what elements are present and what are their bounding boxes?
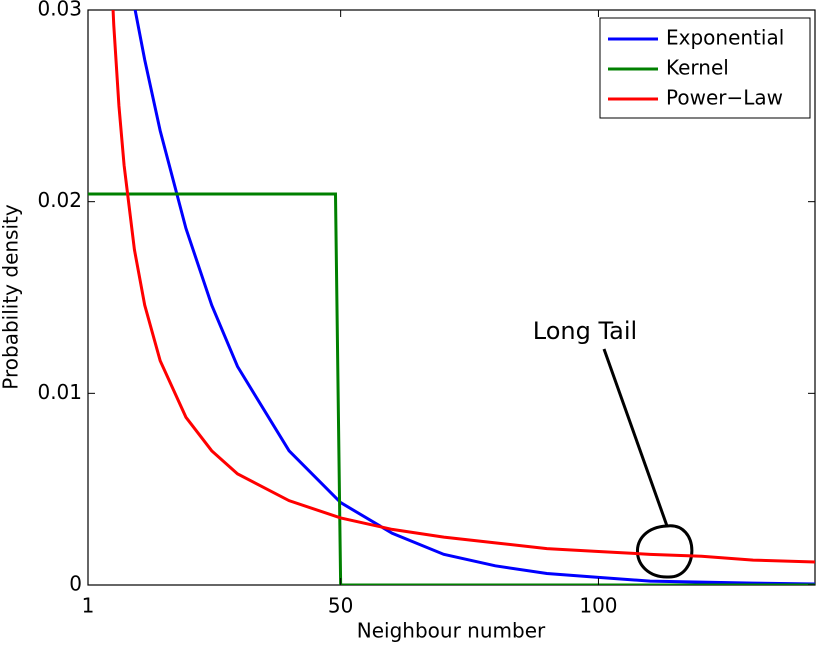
y-tick-label: 0.02 (37, 188, 82, 212)
y-tick-label: 0.01 (37, 380, 82, 404)
x-tick-label: 50 (328, 594, 353, 618)
legend-label: Kernel (666, 56, 729, 80)
x-axis-label: Neighbour number (357, 619, 546, 643)
annotation-arrow (602, 348, 669, 527)
y-tick-label: 0 (69, 572, 82, 596)
x-tick-label: 100 (579, 594, 617, 618)
annotation: Long Tail (533, 317, 637, 345)
y-tick-label: 0.03 (37, 0, 82, 21)
line-series (133, 10, 815, 585)
y-axis-label: Probability density (0, 204, 23, 390)
legend-label: Exponential (666, 26, 784, 50)
x-tick-label: 1 (82, 594, 95, 618)
annotation-circle (636, 524, 694, 579)
line-series (88, 192, 815, 585)
legend-label: Power−Law (666, 86, 783, 110)
line-series (111, 10, 815, 564)
